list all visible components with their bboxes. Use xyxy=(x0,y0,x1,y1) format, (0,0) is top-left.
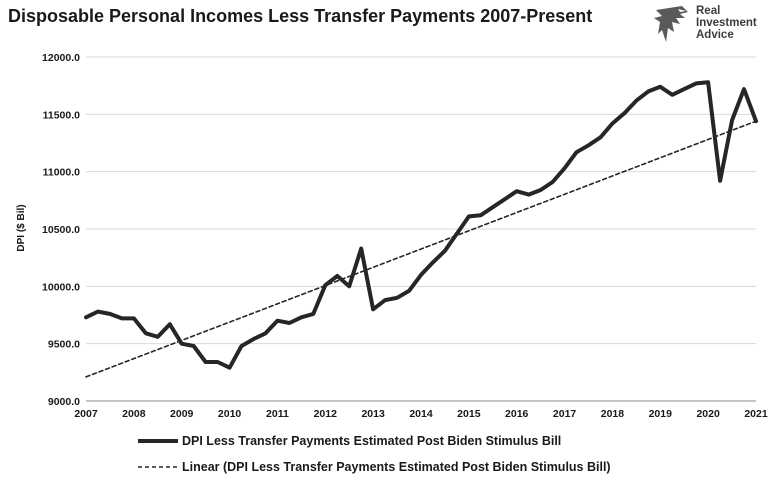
tick-labels: 9000.0 9500.0 10000.0 10500.0 11000.0 11500.0… xyxy=(42,52,768,420)
x-tick-label-2019: 2019 xyxy=(649,408,673,420)
x-tick-label-2010: 2010 xyxy=(218,408,242,420)
logo-line-3: Advice xyxy=(696,29,734,41)
x-tick-label-2007: 2007 xyxy=(74,408,98,420)
x-tick-label-2014: 2014 xyxy=(409,408,433,420)
trend-line-linear xyxy=(85,120,757,378)
series-lines xyxy=(84,80,758,378)
legend: DPI Less Transfer Payments Estimated Pos… xyxy=(138,428,738,480)
x-tick-label-2018: 2018 xyxy=(601,408,625,420)
x-tick-label-2009: 2009 xyxy=(170,408,194,420)
logo-line-1: Real xyxy=(696,5,721,17)
legend-item-linear: Linear (DPI Less Transfer Payments Estim… xyxy=(138,454,738,480)
x-tick-label-2016: 2016 xyxy=(505,408,529,420)
logo: Real Investment Advice xyxy=(652,4,768,44)
legend-swatch-solid xyxy=(138,439,178,443)
y-tick-label-10500.0: 10500.0 xyxy=(42,224,80,236)
x-tick-label-2013: 2013 xyxy=(361,408,385,420)
x-tick-label-2020: 2020 xyxy=(696,408,720,420)
x-tick-label-2017: 2017 xyxy=(553,408,577,420)
x-tick-label-2015: 2015 xyxy=(457,408,481,420)
y-axis-title: DPI ($ Bil) xyxy=(16,204,27,251)
x-tick-label-2012: 2012 xyxy=(314,408,338,420)
legend-label-series: DPI Less Transfer Payments Estimated Pos… xyxy=(182,434,562,448)
eagle-logo-icon xyxy=(654,6,688,42)
legend-swatch-dashed xyxy=(138,466,178,468)
grid-lines xyxy=(86,56,756,345)
x-tick-label-2008: 2008 xyxy=(122,408,146,420)
y-tick-label-12000.0: 12000.0 xyxy=(42,52,80,64)
logo-line-2: Investment xyxy=(696,17,757,29)
series-line-dpi xyxy=(84,80,758,370)
chart-title: Disposable Personal Incomes Less Transfe… xyxy=(8,6,593,26)
x-tick-label-2011: 2011 xyxy=(266,408,289,420)
y-tick-label-10000.0: 10000.0 xyxy=(42,281,80,293)
legend-label-linear: Linear (DPI Less Transfer Payments Estim… xyxy=(182,460,611,474)
y-tick-label-11000.0: 11000.0 xyxy=(43,167,81,179)
y-tick-label-9500.0: 9500.0 xyxy=(48,339,80,351)
x-tick-label-2021: 2021 xyxy=(744,408,768,420)
y-tick-label-11500.0: 11500.0 xyxy=(43,109,81,121)
y-tick-label-9000.0: 9000.0 xyxy=(48,396,80,408)
legend-item-series: DPI Less Transfer Payments Estimated Pos… xyxy=(138,428,738,454)
